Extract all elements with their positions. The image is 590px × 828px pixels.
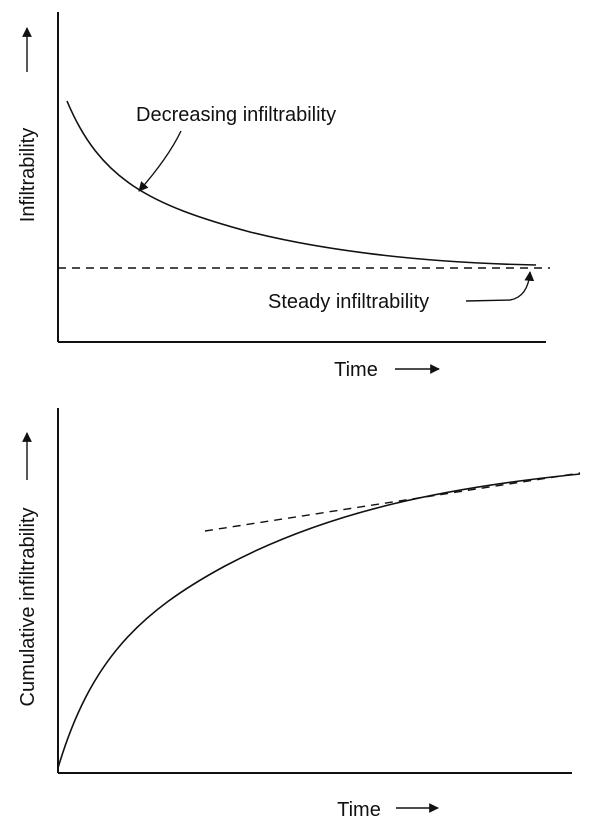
decreasing-infiltrability-pointer xyxy=(138,130,182,192)
top-y-axis-label: Infiltrability xyxy=(17,128,39,222)
top-diagram: Infiltrability Time Decreasing infiltrab… xyxy=(17,12,550,381)
cumulative-infiltrability-curve xyxy=(57,473,581,769)
bottom-y-axis-label: Cumulative infiltrability xyxy=(17,508,39,707)
bottom-diagram: Cumulative infiltrability Time xyxy=(17,408,581,821)
cumulative-asymptote-line xyxy=(204,472,581,532)
bottom-x-axis-label: Time xyxy=(337,799,381,821)
steady-infiltrability-label: Steady infiltrability xyxy=(268,291,429,313)
decreasing-infiltrability-curve xyxy=(66,100,537,266)
top-x-axis-label: Time xyxy=(334,359,378,381)
steady-infiltrability-pointer xyxy=(465,271,535,302)
decreasing-infiltrability-label: Decreasing infiltrability xyxy=(136,104,336,126)
